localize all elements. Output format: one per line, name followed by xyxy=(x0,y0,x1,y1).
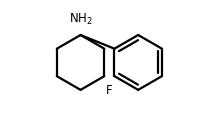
Text: F: F xyxy=(106,84,112,97)
Text: NH$_2$: NH$_2$ xyxy=(69,12,92,27)
